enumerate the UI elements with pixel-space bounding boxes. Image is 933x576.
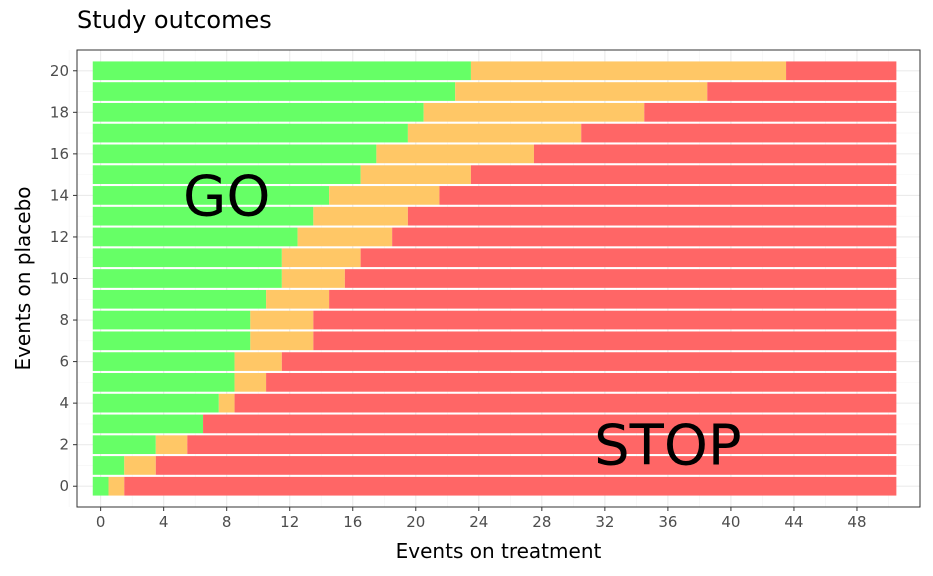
bar-stop-segment bbox=[313, 310, 897, 330]
bar-stop-segment bbox=[124, 476, 897, 496]
bar-go-segment bbox=[92, 165, 361, 184]
x-tick-label: 8 bbox=[222, 513, 232, 531]
bar-consider-segment bbox=[360, 165, 471, 184]
bar-consider-segment bbox=[455, 82, 708, 101]
bar-stop-segment bbox=[329, 289, 897, 309]
x-axis: 0 4 8 12 16 20 24 28 32 36 40 44 48 bbox=[96, 507, 867, 531]
bars-group bbox=[92, 61, 897, 496]
bar-go-segment bbox=[92, 393, 219, 413]
bar-go-segment bbox=[92, 331, 251, 351]
bar-stop-segment bbox=[644, 102, 897, 122]
bar-go-segment bbox=[92, 227, 298, 247]
bar-go-segment bbox=[92, 269, 282, 288]
bar-stop-segment bbox=[344, 269, 897, 288]
bar-consider-segment bbox=[281, 269, 345, 288]
y-tick-label: 6 bbox=[59, 353, 69, 371]
x-tick-label: 20 bbox=[406, 513, 425, 531]
bar-stop-segment bbox=[439, 186, 897, 205]
bar-go-segment bbox=[92, 352, 235, 371]
y-tick-label: 10 bbox=[50, 270, 69, 288]
chart-title: Study outcomes bbox=[77, 6, 272, 34]
bar-consider-segment bbox=[470, 61, 787, 81]
bar-consider-segment bbox=[329, 186, 440, 205]
y-tick-label: 0 bbox=[59, 477, 69, 495]
bar-consider-segment bbox=[234, 352, 282, 371]
bar-stop-segment bbox=[313, 331, 897, 351]
bar-go-segment bbox=[92, 289, 267, 309]
x-axis-title: Events on treatment bbox=[396, 539, 602, 563]
bar-go-segment bbox=[92, 248, 282, 268]
bar-stop-segment bbox=[392, 227, 897, 247]
bar-stop-segment bbox=[187, 435, 897, 455]
x-tick-label: 36 bbox=[658, 513, 677, 531]
x-tick-label: 4 bbox=[159, 513, 169, 531]
y-axis: 0 2 4 6 8 10 12 14 16 18 20 bbox=[50, 62, 77, 495]
bar-stop-segment bbox=[581, 123, 897, 143]
y-tick-label: 8 bbox=[59, 311, 69, 329]
bar-stop-segment bbox=[155, 456, 897, 475]
y-tick-label: 4 bbox=[59, 394, 69, 412]
bar-go-segment bbox=[92, 186, 330, 205]
x-tick-label: 12 bbox=[280, 513, 299, 531]
x-tick-label: 28 bbox=[532, 513, 551, 531]
x-tick-label: 0 bbox=[96, 513, 106, 531]
bar-stop-segment bbox=[234, 393, 897, 413]
bar-go-segment bbox=[92, 456, 125, 475]
bar-consider-segment bbox=[297, 227, 393, 247]
bar-consider-segment bbox=[376, 144, 534, 164]
bar-go-segment bbox=[92, 435, 156, 455]
x-tick-label: 44 bbox=[784, 513, 803, 531]
y-tick-label: 12 bbox=[50, 228, 69, 246]
x-tick-label: 32 bbox=[595, 513, 614, 531]
bar-go-segment bbox=[92, 373, 235, 392]
bar-consider-segment bbox=[155, 435, 188, 455]
bar-consider-segment bbox=[234, 373, 267, 392]
bar-go-segment bbox=[92, 206, 314, 226]
y-tick-label: 2 bbox=[59, 436, 69, 454]
bar-consider-segment bbox=[250, 310, 314, 330]
annotation-go: GO bbox=[183, 164, 270, 229]
y-tick-label: 18 bbox=[50, 103, 69, 121]
bar-go-segment bbox=[92, 61, 471, 81]
x-tick-label: 40 bbox=[721, 513, 740, 531]
bar-go-segment bbox=[92, 82, 456, 101]
bar-go-segment bbox=[92, 310, 251, 330]
bar-stop-segment bbox=[707, 82, 897, 101]
bar-stop-segment bbox=[470, 165, 897, 184]
bar-stop-segment bbox=[360, 248, 897, 268]
bar-consider-segment bbox=[124, 456, 156, 475]
bar-stop-segment bbox=[407, 206, 897, 226]
bar-stop-segment bbox=[281, 352, 897, 371]
bar-consider-segment bbox=[266, 289, 330, 309]
bar-go-segment bbox=[92, 123, 408, 143]
y-axis-title: Events on placebo bbox=[11, 186, 35, 370]
bar-go-segment bbox=[92, 102, 424, 122]
x-tick-label: 48 bbox=[847, 513, 866, 531]
bar-go-segment bbox=[92, 144, 377, 164]
x-tick-label: 16 bbox=[343, 513, 362, 531]
annotation-stop: STOP bbox=[594, 414, 742, 479]
bar-stop-segment bbox=[786, 61, 897, 81]
bar-consider-segment bbox=[250, 331, 314, 351]
bar-consider-segment bbox=[423, 102, 645, 122]
bar-stop-segment bbox=[266, 373, 897, 392]
y-tick-label: 14 bbox=[50, 186, 69, 204]
annotations: GO STOP bbox=[183, 164, 742, 478]
bar-consider-segment bbox=[313, 206, 408, 226]
bar-consider-segment bbox=[108, 476, 125, 496]
bar-go-segment bbox=[92, 414, 204, 434]
bar-consider-segment bbox=[407, 123, 582, 143]
bar-consider-segment bbox=[218, 393, 235, 413]
bar-stop-segment bbox=[203, 414, 897, 434]
bar-stop-segment bbox=[533, 144, 897, 164]
y-tick-label: 20 bbox=[50, 62, 69, 80]
x-tick-label: 24 bbox=[469, 513, 488, 531]
bar-consider-segment bbox=[281, 248, 361, 268]
bar-go-segment bbox=[92, 476, 109, 496]
y-tick-label: 16 bbox=[50, 145, 69, 163]
